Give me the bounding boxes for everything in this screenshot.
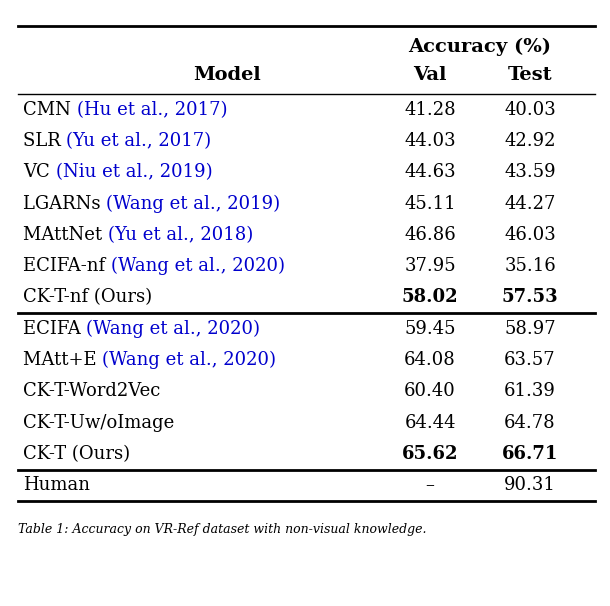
Text: LGARNs: LGARNs <box>23 195 106 213</box>
Text: (Wang et al., 2019): (Wang et al., 2019) <box>106 195 281 213</box>
Text: 42.92: 42.92 <box>504 132 556 150</box>
Text: 66.71: 66.71 <box>502 445 558 463</box>
Text: ECIFA: ECIFA <box>23 320 87 338</box>
Text: 64.44: 64.44 <box>404 414 456 431</box>
Text: (Wang et al., 2020): (Wang et al., 2020) <box>87 320 260 338</box>
Text: VC: VC <box>23 163 56 181</box>
Text: 61.39: 61.39 <box>504 382 556 401</box>
Text: CK-T (Ours): CK-T (Ours) <box>23 445 130 463</box>
Text: 41.28: 41.28 <box>404 101 456 119</box>
Text: 35.16: 35.16 <box>504 257 556 275</box>
Text: CK-T-nf (Ours): CK-T-nf (Ours) <box>23 288 152 307</box>
Text: 63.57: 63.57 <box>504 351 556 369</box>
Text: Human: Human <box>23 476 90 494</box>
Text: 44.27: 44.27 <box>504 195 556 213</box>
Text: 90.31: 90.31 <box>504 476 556 494</box>
Text: 60.40: 60.40 <box>404 382 456 401</box>
Text: 57.53: 57.53 <box>501 288 558 307</box>
Text: (Wang et al., 2020): (Wang et al., 2020) <box>102 351 276 369</box>
Text: –: – <box>426 476 434 494</box>
Text: CK-T-Uw/oImage: CK-T-Uw/oImage <box>23 414 174 431</box>
Text: 64.78: 64.78 <box>504 414 556 431</box>
Text: MAtt+E: MAtt+E <box>23 351 102 369</box>
Text: Accuracy (%): Accuracy (%) <box>409 38 551 56</box>
Text: (Hu et al., 2017): (Hu et al., 2017) <box>77 101 227 119</box>
Text: 46.86: 46.86 <box>404 226 456 244</box>
Text: MAttNet: MAttNet <box>23 226 108 244</box>
Text: 58.97: 58.97 <box>504 320 556 338</box>
Text: Test: Test <box>508 66 552 84</box>
Text: (Yu et al., 2017): (Yu et al., 2017) <box>66 132 212 150</box>
Text: CK-T-Word2Vec: CK-T-Word2Vec <box>23 382 160 401</box>
Text: (Niu et al., 2019): (Niu et al., 2019) <box>56 163 212 181</box>
Text: SLR: SLR <box>23 132 66 150</box>
Text: Model: Model <box>193 66 260 84</box>
Text: 40.03: 40.03 <box>504 101 556 119</box>
Text: 59.45: 59.45 <box>404 320 456 338</box>
Text: (Yu et al., 2018): (Yu et al., 2018) <box>108 226 253 244</box>
Text: Val: Val <box>413 66 447 84</box>
Text: 58.02: 58.02 <box>402 288 458 307</box>
Text: 44.63: 44.63 <box>404 163 456 181</box>
Text: CMN: CMN <box>23 101 77 119</box>
Text: 43.59: 43.59 <box>504 163 556 181</box>
Text: 37.95: 37.95 <box>404 257 456 275</box>
Text: 64.08: 64.08 <box>404 351 456 369</box>
Text: 65.62: 65.62 <box>402 445 458 463</box>
Text: 46.03: 46.03 <box>504 226 556 244</box>
Text: 45.11: 45.11 <box>404 195 456 213</box>
Text: ECIFA-nf: ECIFA-nf <box>23 257 111 275</box>
Text: 44.03: 44.03 <box>404 132 456 150</box>
Text: Table 1: Accuracy on VR-Ref dataset with non-visual knowledge.: Table 1: Accuracy on VR-Ref dataset with… <box>18 523 426 536</box>
Text: (Wang et al., 2020): (Wang et al., 2020) <box>111 257 285 275</box>
